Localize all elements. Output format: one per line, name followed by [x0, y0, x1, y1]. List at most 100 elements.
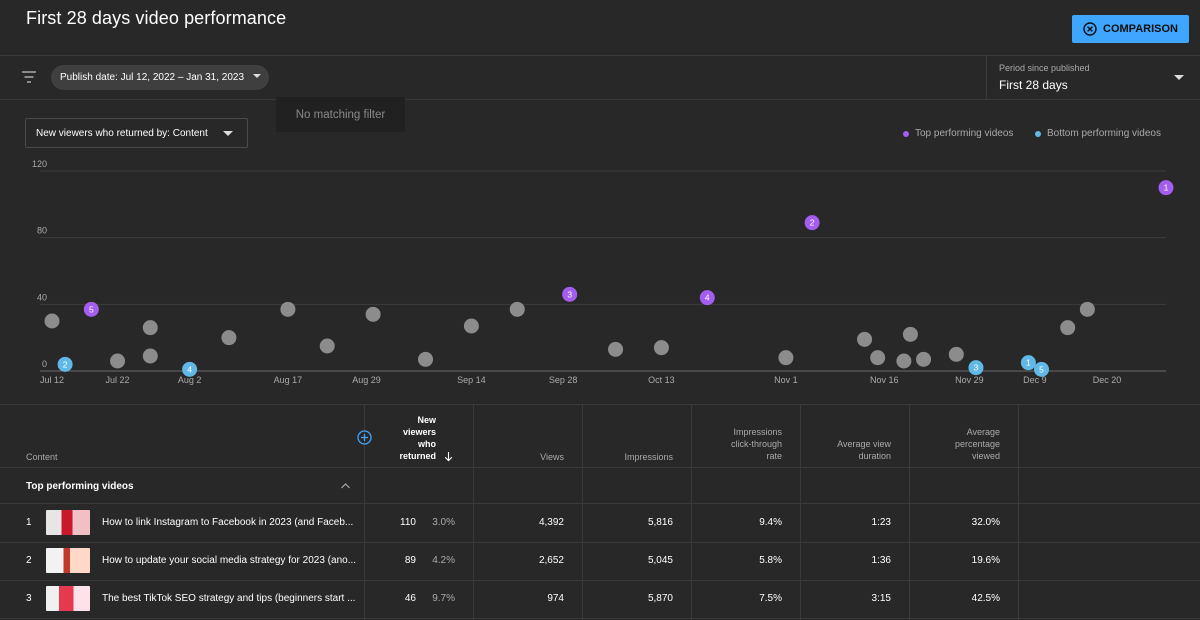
publish-date-filter-chip[interactable]: Publish date: Jul 12, 2022 – Jan 31, 202… — [51, 65, 270, 90]
bottom-video-point-label: 1 — [1026, 358, 1031, 368]
video-thumbnail[interactable] — [46, 586, 90, 611]
row-divider — [0, 542, 1200, 543]
bottom-video-point-label: 2 — [63, 359, 68, 369]
x-tick-label: Sep 28 — [549, 375, 578, 385]
other-video-point — [653, 340, 669, 356]
header-line: Average view — [837, 439, 891, 449]
bottom-video-point — [1033, 361, 1049, 377]
ctr-value: 9.4% — [759, 517, 782, 528]
other-video-point — [509, 301, 525, 317]
new-viewers-value: 89 — [404, 555, 416, 566]
other-video-point — [221, 330, 237, 346]
video-thumbnail[interactable] — [46, 510, 90, 535]
col-divider — [1018, 405, 1019, 620]
other-video-point — [857, 331, 873, 347]
other-video-point — [916, 351, 932, 367]
video-title-link[interactable]: How to link Instagram to Facebook in 202… — [102, 517, 354, 528]
page-title: First 28 days video performance — [26, 8, 287, 28]
content-table: Content New viewers who returned Views I… — [0, 404, 1200, 620]
header-avg-duration[interactable]: Average view duration — [810, 438, 891, 462]
top-video-point — [1158, 180, 1174, 196]
metric-dropdown[interactable]: New viewers who returned by: Content — [25, 118, 248, 148]
avg-duration-value: 1:23 — [871, 517, 891, 528]
video-title-link[interactable]: How to update your social media strategy… — [102, 555, 357, 566]
top-video-point — [699, 290, 715, 306]
avg-pct-value: 42.5% — [971, 593, 1000, 604]
comparison-button[interactable]: COMPARISON — [1072, 15, 1189, 43]
y-tick-label: 80 — [37, 226, 47, 236]
top-video-point-label: 3 — [567, 289, 572, 299]
legend-top-dot — [903, 130, 909, 137]
ctr-value: 7.5% — [759, 593, 782, 604]
new-viewers-share: 3.0% — [432, 517, 455, 528]
other-video-point — [902, 326, 918, 342]
header-new-viewers[interactable]: New viewers who returned — [380, 414, 436, 462]
bottom-video-point — [182, 361, 198, 377]
header-views[interactable]: Views — [540, 452, 564, 462]
other-video-point — [778, 350, 794, 366]
section-title: Top performing videos — [26, 481, 134, 492]
header-content: Content — [26, 452, 58, 462]
period-selector[interactable]: Period since published First 28 days — [986, 55, 1200, 100]
other-video-point — [110, 353, 126, 369]
x-tick-label: Nov 16 — [870, 375, 899, 385]
x-tick-label: Jul 12 — [40, 375, 64, 385]
publish-date-label: Publish date: Jul 12, 2022 – Jan 31, 202… — [60, 72, 245, 83]
new-viewers-value: 46 — [404, 593, 416, 604]
other-video-point — [142, 348, 158, 364]
period-label: Period since published — [999, 63, 1090, 73]
views-value: 4,392 — [538, 517, 564, 528]
other-video-point — [365, 306, 381, 322]
bottom-video-point — [968, 360, 984, 376]
filter-icon[interactable] — [21, 70, 37, 84]
legend-bottom: Bottom performing videos — [1035, 128, 1161, 139]
x-tick-label: Jul 22 — [106, 375, 130, 385]
add-metric-icon[interactable] — [357, 430, 372, 445]
x-tick-label: Nov 1 — [774, 375, 798, 385]
scatter-chart: 0 40 80 120 Jul 12 Jul 22 Aug 2 Aug 17 Aug 29 Sep… — [32, 160, 1174, 385]
bottom-video-point-label: 4 — [187, 364, 192, 374]
impressions-value: 5,816 — [647, 517, 673, 528]
video-thumbnail[interactable] — [46, 548, 90, 573]
x-tick-label: Dec 20 — [1093, 375, 1122, 385]
other-video-point — [142, 320, 158, 336]
avg-duration-value: 3:15 — [871, 593, 891, 604]
sort-down-arrow-icon[interactable] — [444, 451, 453, 462]
chevron-down-icon — [223, 131, 233, 136]
chevron-down-icon — [1174, 75, 1184, 80]
y-tick-label: 0 — [42, 359, 47, 369]
col-divider — [909, 405, 910, 620]
top-video-point-label: 1 — [1164, 183, 1169, 193]
row-rank: 2 — [26, 555, 32, 566]
header-line: New — [417, 415, 436, 425]
header-ctr[interactable]: Impressions click-through rate — [700, 426, 782, 462]
header-line: duration — [858, 451, 891, 461]
new-viewers-share: 9.7% — [432, 593, 455, 604]
x-tick-label: Nov 29 — [955, 375, 984, 385]
no-match-popup: No matching filter — [276, 97, 405, 132]
chevron-down-icon — [253, 74, 262, 78]
top-video-point — [804, 215, 820, 231]
video-title-link[interactable]: The best TikTok SEO strategy and tips (b… — [102, 593, 356, 604]
impressions-value: 5,870 — [647, 593, 673, 604]
bottom-video-point-label: 3 — [974, 363, 979, 373]
header-impressions[interactable]: Impressions — [624, 452, 673, 462]
header-line: viewed — [971, 451, 1000, 461]
legend-top-label: Top performing videos — [915, 128, 1014, 139]
chevron-up-icon[interactable] — [340, 482, 351, 490]
other-video-point — [608, 341, 624, 357]
col-divider — [473, 405, 474, 620]
col-divider — [691, 405, 692, 620]
header-avg-pct[interactable]: Average percentage viewed — [919, 426, 1000, 462]
other-video-point — [896, 353, 912, 369]
other-video-point — [280, 301, 296, 317]
bottom-video-point — [57, 356, 73, 372]
col-divider — [800, 405, 801, 620]
x-tick-label: Aug 29 — [352, 375, 381, 385]
header-line: Impressions — [733, 427, 782, 437]
col-divider — [364, 405, 365, 620]
top-video-point — [562, 286, 578, 302]
metric-dropdown-label: New viewers who returned by: Content — [36, 127, 208, 139]
other-video-point — [44, 313, 60, 329]
row-divider — [0, 503, 1200, 504]
